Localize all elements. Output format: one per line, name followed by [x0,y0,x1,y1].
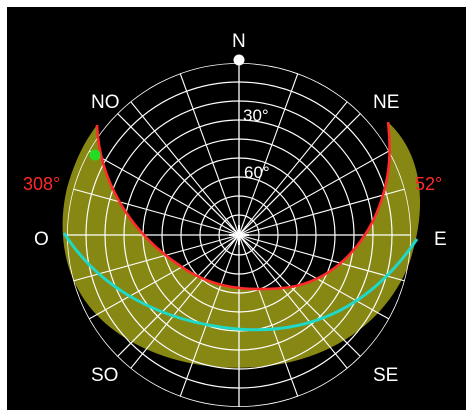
sun-path-panel: N NO NE 308° 52° O E 30° 60° SO SE [7,7,466,410]
west-label: O [34,229,49,250]
left-azimuth-label: 308° [23,174,60,194]
radial-line [72,188,240,236]
northeast-label: NE [373,92,399,113]
north-label: N [232,31,246,52]
radial-line [88,150,240,236]
radial-line [179,234,240,398]
radial-line [130,101,240,236]
sun-path-svg: N NO NE 308° 52° O E 30° 60° SO SE [23,31,447,407]
sun-path-curve [62,232,419,332]
southwest-label: SO [91,365,118,386]
southeast-label: SE [373,365,398,386]
radial-line [130,234,240,369]
radial-line [72,234,240,282]
sun-path-grid [67,63,411,407]
sun-position-marker [89,149,101,161]
radial-line [238,188,406,236]
northwest-label: NO [91,92,120,113]
radial-line [238,101,348,236]
solar-boundary-curve [95,121,391,291]
radial-line [238,234,406,282]
east-label: E [434,229,447,250]
north-marker [233,54,245,66]
radial-line [238,72,299,236]
radial-line [238,234,299,398]
right-azimuth-label: 52° [415,174,442,194]
radial-line [238,234,390,320]
radial-line [88,234,240,320]
altitude-30-label: 30° [243,106,269,125]
radial-line [238,150,390,236]
altitude-60-label: 60° [244,163,270,182]
radial-line [238,234,348,369]
radial-line [179,72,240,236]
